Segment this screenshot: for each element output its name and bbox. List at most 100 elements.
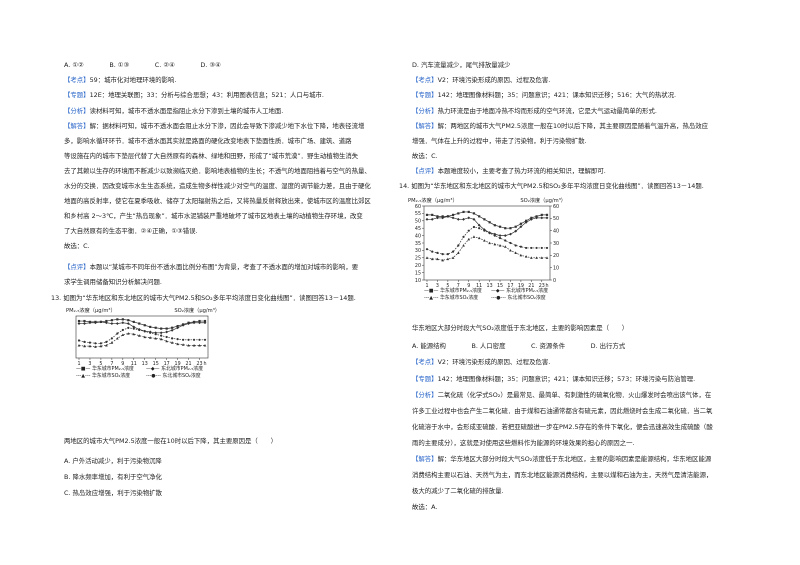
data-point — [493, 242, 497, 246]
data-point — [171, 326, 174, 329]
y-left-tick-label: 30 — [415, 248, 421, 254]
y-right-tick-label: 60 — [553, 204, 559, 210]
data-point — [535, 256, 538, 259]
data-point — [488, 221, 491, 224]
x-tick-label: 7 — [110, 361, 113, 367]
section-tag: 【解答】 — [412, 122, 438, 130]
data-point — [457, 244, 460, 247]
x-tick-label: 17 — [164, 361, 170, 367]
data-point — [176, 326, 180, 330]
data-point — [143, 330, 146, 333]
text-line: 消费结构主要以石油、天然气为主，而东北地区能源消费结构，主要以煤和石油为主，天然… — [412, 472, 712, 478]
text-line: 极大的减少了二氧化硫的排放量. — [412, 488, 504, 494]
data-point — [121, 318, 124, 321]
line-text: 142：地理图像材料题；35：问题意识；421：课本知识迁移；573：环境污染与… — [437, 375, 696, 383]
data-point — [154, 326, 157, 329]
line-text: 解：两地区的城市大气PM2.5浓度一般在10时以后下降，其主要原因是随着气温升高… — [437, 122, 709, 130]
legend-entry: —■— 华东城市PM₂.₅浓度 — [76, 365, 134, 372]
line-text: A. 户外活动减少，利于污染物沉降 — [64, 457, 162, 465]
data-point — [110, 322, 114, 325]
data-point — [493, 234, 496, 237]
data-point — [467, 229, 470, 232]
text-line: 许多工业过程中也会产生二氧化硫．由于煤和石油通常都含有硫元素，因此燃烧时会生成二… — [412, 408, 712, 414]
y-left-tick-label: 10 — [415, 278, 421, 284]
data-point — [83, 319, 86, 323]
y-right-tick-label: 10 — [553, 265, 559, 271]
y-left-tick-label: 25 — [415, 256, 421, 262]
data-point — [159, 337, 163, 341]
line-text: 热力环流是由于地面冷热不均而形成的空气环流，它是大气运动最简单的形式. — [437, 107, 657, 115]
text-line: 故选：A. — [412, 504, 437, 510]
data-point — [126, 332, 130, 335]
line-text: 解：据材料可知，城市不透水面会阻止水分下渗，因此会导致下渗减少地下水位下降，地表… — [89, 122, 365, 130]
data-point — [198, 338, 201, 341]
data-point — [472, 212, 476, 215]
data-point — [451, 213, 455, 216]
data-point — [545, 246, 549, 250]
data-point — [170, 341, 174, 344]
line-text: 华东地区大部分时段大气SO₂浓度低于东北地区，主要的影响因素是（ ） — [412, 324, 629, 332]
data-point — [94, 342, 97, 345]
y-left-tick-label: 45 — [415, 226, 421, 232]
data-point — [504, 239, 507, 242]
line-text: 142：地理图像材料题；35：问题意识；421：课本知识迁移；516：大气的热状… — [437, 91, 677, 99]
section-tag: 【专题】 — [412, 375, 438, 383]
data-point — [451, 250, 455, 253]
legend-entry: ---●--- 东北城市SO₂浓度 — [146, 372, 201, 379]
x-tick-label: h — [203, 361, 206, 367]
data-point — [160, 334, 163, 337]
data-point — [530, 246, 533, 250]
text-line: 【分析】读材料可知，城市不透水面是指阻止水分下渗到土壤的城市人工地面. — [64, 108, 283, 114]
data-point — [187, 322, 190, 325]
data-point — [99, 342, 103, 345]
line-text: 解：华东地区大部分时段大气SO₂浓度低于东北地区，主要的影响因素是能源结构，华东… — [437, 455, 712, 463]
section-tag: 【专题】 — [64, 91, 90, 99]
data-point — [540, 216, 544, 220]
text-line: A. 能源结构 B. 人口密度 C. 资源条件 D. 出行方式 — [412, 343, 625, 349]
line-text: 雨的主要成分），这就是对使用这些燃料作为能源的环境效果的担心的原因之一. — [412, 439, 635, 447]
x-tick-label: 17 — [507, 283, 513, 289]
line-text: 两地区的城市大气PM2.5浓度一般在10时以后下降，其主要原因是（ ） — [64, 437, 277, 445]
data-point — [498, 236, 502, 240]
data-point — [509, 241, 512, 245]
data-point — [451, 256, 455, 259]
line-text: 等设施在内的城市下垫层代替了大自然原有的森林、绿地和田野，形成了“城市荒漠”．野… — [64, 152, 359, 160]
line-text: 增强．气体在上升的过程中，带走了污染物，利于污染物扩散. — [412, 137, 587, 145]
text-line: 增强．气体在上升的过程中，带走了污染物，利于污染物扩散. — [412, 138, 587, 144]
text-line: 求学生调用储备知识分析解决问题. — [64, 279, 162, 285]
data-point — [77, 322, 81, 325]
data-point — [176, 342, 179, 346]
line-text: B. 降水频率增加，有利于空气净化 — [64, 473, 162, 481]
data-point — [181, 323, 185, 327]
text-line: 【分析】热力环流是由于地面冷热不均而形成的空气环流，它是大气运动最简单的形式. — [412, 108, 657, 114]
data-point — [105, 319, 108, 323]
text-line: 故选：C. — [64, 243, 90, 249]
series-line-1 — [427, 211, 547, 229]
data-point — [456, 251, 460, 254]
data-point — [462, 235, 465, 238]
section-tag: 【解答】 — [412, 455, 438, 463]
data-point — [451, 216, 455, 220]
data-point — [503, 245, 507, 248]
data-point — [132, 332, 136, 336]
data-point — [483, 239, 486, 242]
data-point — [154, 336, 158, 340]
legend-entry: —◆— 东北城市PM₂.₅浓度 — [491, 287, 548, 294]
series-line-3 — [78, 333, 205, 348]
y-left-tick-label: 60 — [415, 204, 421, 210]
text-line: 【分析】二氧化硫（化学式SO₂）是最常见、最简单、有刺激性的硫氧化物．火山爆发时… — [412, 392, 711, 398]
data-point — [457, 212, 460, 215]
line-text: A. ①② B. ①③ C. ②④ D. ③④ — [64, 61, 221, 69]
data-point — [198, 321, 201, 325]
x-tick-label: 5 — [446, 283, 449, 289]
y-left-tick-label: 55 — [415, 211, 421, 217]
data-point — [431, 213, 434, 216]
text-line: 【解答】解：据材料可知，城市不透水面会阻止水分下渗，因此会导致下渗减少地下水位下… — [64, 123, 364, 129]
data-point — [446, 257, 450, 261]
x-tick-label: 1 — [425, 283, 428, 289]
data-point — [176, 324, 179, 328]
y-right-tick-label: 20 — [553, 253, 559, 259]
line-text: 多，影响水循环环节．城市不透水面其实就是路面的硬化改变地表下垫面性质．城市广场、… — [64, 137, 352, 145]
data-point — [540, 213, 543, 216]
data-point — [110, 341, 114, 344]
